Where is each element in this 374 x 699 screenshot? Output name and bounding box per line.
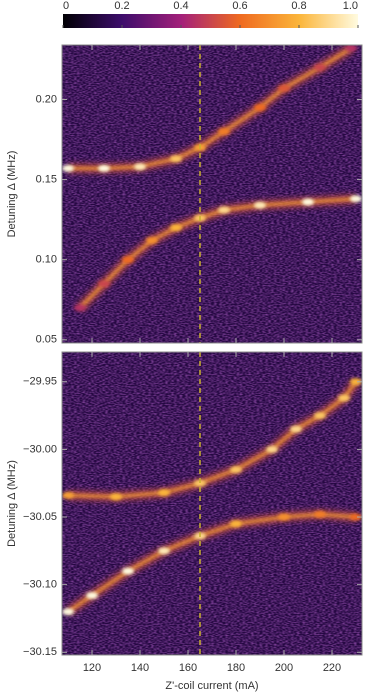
trace-point (170, 155, 182, 163)
trace-point (170, 224, 182, 232)
trace-point (98, 280, 110, 288)
trace-point (158, 489, 170, 497)
heatmap-noise (62, 45, 362, 343)
trace-point (314, 510, 326, 518)
trace-point (86, 591, 98, 599)
trace-point (218, 206, 230, 214)
colorbar-tick-label: 0.6 (232, 0, 247, 12)
trace-point (110, 493, 122, 501)
trace-point (314, 412, 326, 420)
colorbar-tick-label: 0.4 (173, 0, 188, 12)
trace-point (350, 195, 362, 203)
colorbar-tick-label: 0.2 (114, 0, 129, 12)
colorbar-tick-label: 0 (63, 0, 69, 12)
trace-point (345, 45, 358, 52)
heatmap-panel (62, 45, 362, 343)
y-tick-label: 0.20 (36, 93, 57, 105)
y-tick-label: −30.00 (23, 443, 57, 455)
trace (68, 46, 352, 170)
trace (78, 197, 357, 309)
trace-point (254, 103, 266, 111)
trace-point (254, 201, 266, 209)
trace-point (278, 84, 290, 92)
trace-point (302, 198, 314, 206)
trace-point (146, 236, 158, 244)
trace-point (62, 491, 74, 499)
trace-point (194, 479, 206, 487)
y-axis-label: Detuning Δ (MHz) (6, 151, 18, 238)
y-tick-label: −29.95 (23, 376, 57, 388)
trace-point (290, 425, 302, 433)
x-tick-label: 180 (227, 662, 245, 674)
trace-point (74, 304, 86, 312)
y-axis-label: Detuning Δ (MHz) (6, 460, 18, 547)
y-tick-label: −30.10 (23, 579, 57, 591)
heatmap-panel (62, 352, 362, 655)
colorbar-tick-label: 1.0 (343, 0, 358, 12)
trace-point (230, 466, 242, 474)
x-tick-label: 160 (179, 662, 197, 674)
trace-point (338, 394, 350, 402)
trace-point (230, 520, 242, 528)
trace-point (134, 163, 146, 171)
x-tick-label: 140 (131, 662, 149, 674)
trace-point (314, 63, 326, 71)
heatmap-noise (62, 352, 362, 655)
trace-point (62, 164, 74, 172)
trace-point (122, 567, 134, 575)
trace-point (350, 378, 362, 386)
y-tick-label: −30.15 (23, 646, 57, 658)
y-tick-label: 0.10 (36, 254, 57, 266)
x-tick-label: 120 (83, 662, 101, 674)
y-tick-label: 0.15 (36, 173, 57, 185)
trace-point (122, 256, 134, 264)
trace-point (278, 513, 290, 521)
colorbar (63, 14, 358, 28)
x-tick-label: 200 (275, 662, 293, 674)
panel-frame (61, 44, 363, 344)
trace-point (266, 445, 278, 453)
trace-point (98, 164, 110, 172)
trace-point (158, 547, 170, 555)
colorbar-tick-label: 0.8 (291, 0, 306, 12)
x-axis-label: Z'-coil current (mA) (165, 680, 258, 692)
y-tick-label: 0.05 (36, 334, 57, 346)
trace (67, 380, 358, 499)
y-tick-label: −30.05 (23, 511, 57, 523)
panel-frame (61, 351, 363, 656)
x-tick-label: 220 (323, 662, 341, 674)
trace-point (350, 513, 362, 521)
trace-point (218, 128, 230, 136)
trace-point (62, 608, 74, 616)
